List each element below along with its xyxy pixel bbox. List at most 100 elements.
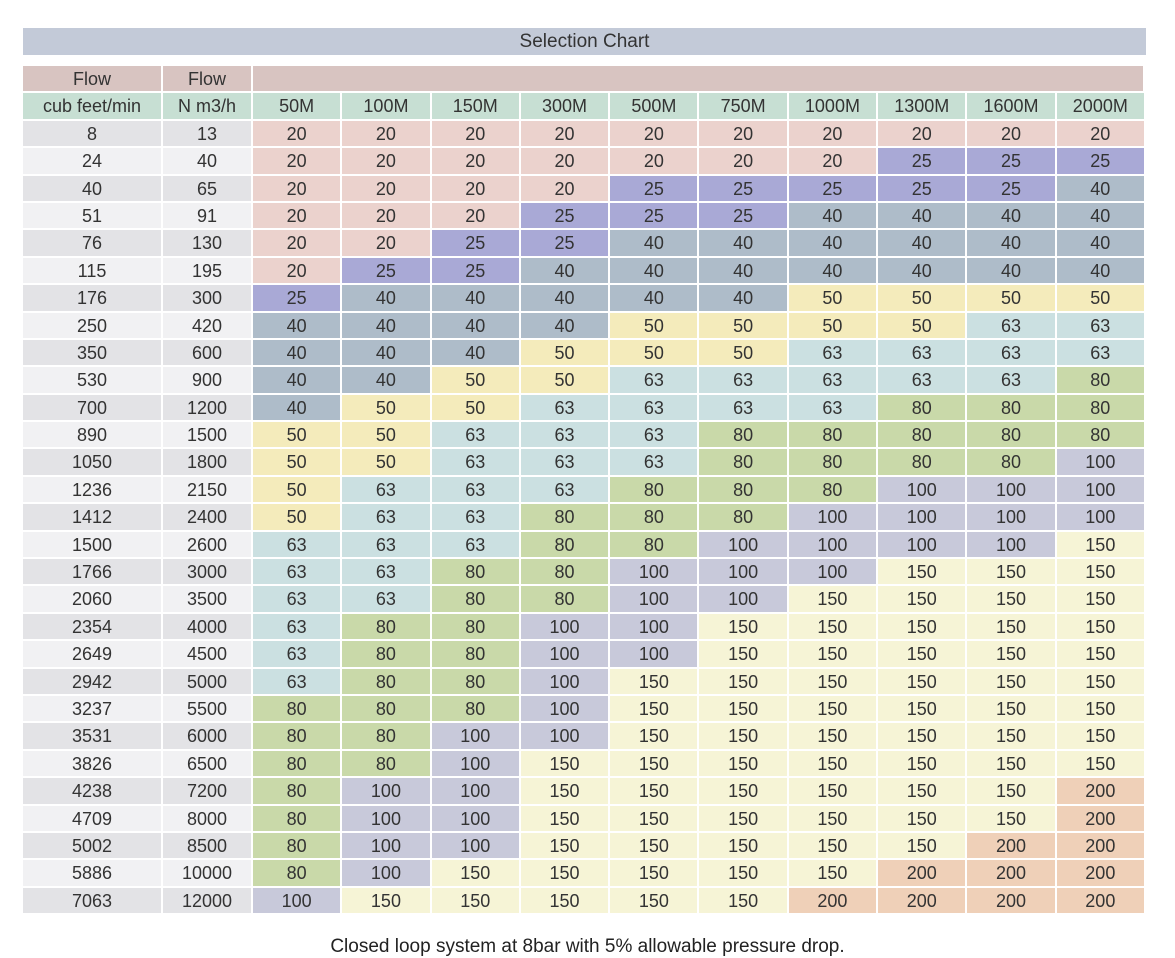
- flow-cfm-cell: 250: [23, 312, 163, 340]
- flow-cfm-cell: 350: [23, 339, 163, 368]
- size-cell: 150: [967, 613, 1057, 642]
- size-cell: 100: [431, 723, 521, 751]
- size-cell: 50: [699, 339, 789, 368]
- size-cell: 20: [610, 120, 700, 149]
- size-cell: 63: [699, 394, 789, 423]
- size-cell: 150: [431, 887, 521, 916]
- size-cell: 150: [788, 832, 879, 861]
- size-cell: 40: [967, 202, 1057, 231]
- size-cell: 50: [878, 312, 968, 340]
- size-cell: 80: [699, 476, 789, 505]
- size-cell: 80: [699, 422, 789, 450]
- flow-cfm-cell: 2649: [23, 641, 163, 669]
- size-cell: 150: [520, 860, 611, 888]
- size-cell: 80: [253, 695, 343, 724]
- size-cell: 40: [610, 285, 700, 313]
- size-cell: 150: [699, 860, 789, 888]
- table-row: 1236 2150 50 63 63 63 80 80 80 100 100 100: [23, 476, 1146, 505]
- flow-cfm-cell: 1050: [23, 449, 163, 477]
- flow-cfm-cell: 176: [23, 285, 163, 313]
- model-header-band: [253, 66, 1145, 94]
- size-cell: 200: [1056, 887, 1146, 916]
- selection-table: Flow Flow cub feet/min N m3/h 50M 100M 150…: [23, 66, 1146, 916]
- chart-caption: Closed loop system at 8bar with 5% allow…: [330, 936, 845, 957]
- table-row: 2060 3500 63 63 80 80 100 100 150 150 150 150: [23, 586, 1146, 614]
- size-cell: 100: [788, 559, 879, 587]
- size-cell: 80: [699, 504, 789, 532]
- table-row: 5002 8500 80 100 100 150 150 150 150 150 200 200: [23, 832, 1146, 861]
- size-cell: 150: [878, 750, 968, 779]
- table-row: 250 420 40 40 40 40 50 50 50 50 63 63: [23, 312, 1146, 340]
- size-cell: 50: [520, 367, 611, 395]
- size-cell: 150: [342, 887, 432, 916]
- flow-cfm-cell: 2060: [23, 586, 163, 614]
- size-cell: 150: [788, 805, 879, 833]
- size-cell: 63: [699, 367, 789, 395]
- size-cell: 100: [342, 860, 432, 888]
- size-cell: 40: [253, 394, 343, 423]
- size-cell: 50: [788, 285, 879, 313]
- flow-nm3h-cell: 13: [163, 120, 253, 149]
- size-cell: 150: [610, 860, 700, 888]
- size-cell: 80: [253, 723, 343, 751]
- size-cell: 100: [520, 668, 611, 696]
- size-cell: 80: [253, 860, 343, 888]
- size-cell: 63: [610, 394, 700, 423]
- size-cell: 63: [1056, 312, 1146, 340]
- size-cell: 25: [431, 257, 521, 286]
- size-cell: 150: [878, 613, 968, 642]
- size-cell: 100: [520, 723, 611, 751]
- size-cell: 80: [342, 750, 432, 779]
- flow-nm3h-cell: 65: [163, 175, 253, 203]
- flow-cfm-cell: 5886: [23, 860, 163, 888]
- model-header: 1000M: [788, 93, 879, 121]
- table-row: 3531 6000 80 80 100 100 150 150 150 150 150 150: [23, 723, 1146, 751]
- size-cell: 63: [788, 394, 879, 423]
- flow-nm3h-cell: 6500: [163, 750, 253, 779]
- model-header: 500M: [610, 93, 700, 121]
- size-cell: 100: [699, 531, 789, 560]
- flow-cfm-cell: 1412: [23, 504, 163, 532]
- size-cell: 40: [520, 257, 611, 286]
- size-cell: 20: [699, 148, 789, 176]
- size-cell: 200: [1056, 860, 1146, 888]
- size-cell: 150: [788, 613, 879, 642]
- table-row: 700 1200 40 50 50 63 63 63 63 80 80 80: [23, 394, 1146, 423]
- size-cell: 80: [253, 832, 343, 861]
- size-cell: 80: [967, 394, 1057, 423]
- size-cell: 200: [967, 832, 1057, 861]
- flow-nm3h-cell: 2600: [163, 531, 253, 560]
- size-cell: 63: [967, 339, 1057, 368]
- size-cell: 40: [253, 312, 343, 340]
- size-cell: 200: [1056, 778, 1146, 806]
- flow-nm3h-cell: 2150: [163, 476, 253, 505]
- size-cell: 40: [878, 202, 968, 231]
- flow-cfm-cell: 700: [23, 394, 163, 423]
- size-cell: 80: [253, 778, 343, 806]
- size-cell: 80: [342, 723, 432, 751]
- flow-nm3h-cell: 4500: [163, 641, 253, 669]
- size-cell: 100: [967, 531, 1057, 560]
- flow-cfm-cell: 5002: [23, 832, 163, 861]
- size-cell: 150: [878, 668, 968, 696]
- size-cell: 150: [1056, 559, 1146, 587]
- size-cell: 150: [878, 832, 968, 861]
- flow-cfm-cell: 3237: [23, 695, 163, 724]
- table-row: 2354 4000 63 80 80 100 100 150 150 150 150 150: [23, 613, 1146, 642]
- size-cell: 20: [1056, 120, 1146, 149]
- size-cell: 20: [431, 120, 521, 149]
- size-cell: 150: [610, 668, 700, 696]
- flow-nm3h-cell: 8000: [163, 805, 253, 833]
- flow-cfm-cell: 76: [23, 230, 163, 258]
- flow-nm3h-cell: 195: [163, 257, 253, 286]
- size-cell: 80: [1056, 394, 1146, 423]
- header-row: Flow Flow: [23, 66, 1146, 94]
- size-cell: 40: [788, 202, 879, 231]
- flow-nm3h-cell: 600: [163, 339, 253, 368]
- flow-nm3h-cell: 2400: [163, 504, 253, 532]
- size-cell: 80: [788, 449, 879, 477]
- size-cell: 150: [788, 750, 879, 779]
- size-cell: 63: [342, 531, 432, 560]
- size-cell: 80: [431, 668, 521, 696]
- size-cell: 150: [610, 723, 700, 751]
